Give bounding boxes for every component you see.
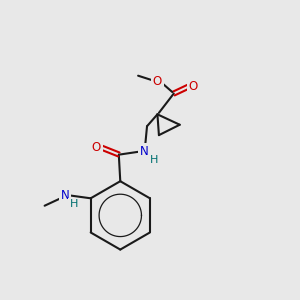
Text: O: O — [92, 140, 101, 154]
Text: H: H — [150, 155, 158, 165]
Text: N: N — [61, 189, 70, 202]
Text: N: N — [140, 145, 148, 158]
Text: O: O — [153, 75, 162, 88]
Text: O: O — [188, 80, 198, 93]
Text: H: H — [70, 199, 79, 209]
